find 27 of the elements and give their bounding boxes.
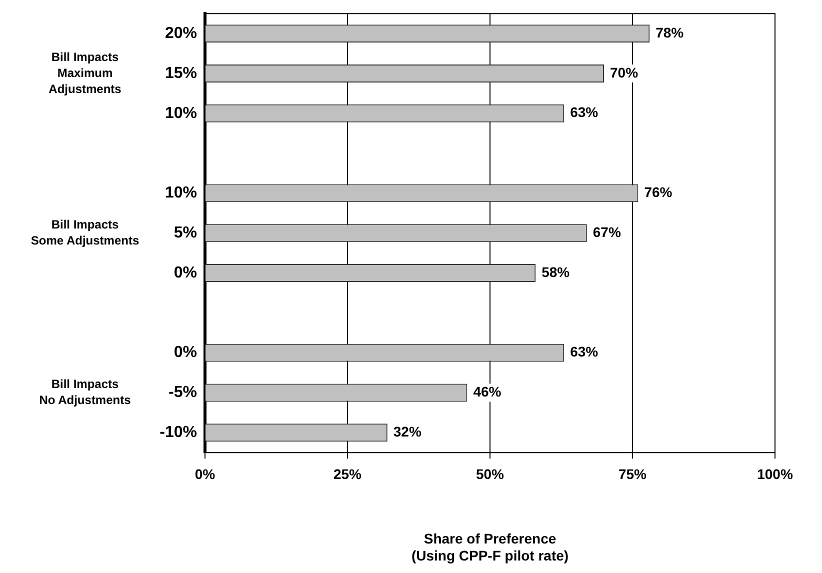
y-tick-label: 5%	[174, 224, 197, 242]
y-tick-label: 10%	[164, 184, 197, 202]
data-label: 67%	[592, 224, 622, 240]
x-axis-title: Share of Preference (Using CPP-F pilot rate)	[411, 530, 569, 564]
data-label: 78%	[656, 24, 684, 40]
data-label: 76%	[644, 184, 673, 200]
y-tick-label: 20%	[164, 24, 197, 42]
y-tick-label: 0%	[174, 344, 197, 362]
y-tick-label: 0%	[174, 264, 197, 282]
data-label: 63%	[570, 104, 599, 120]
x-tick-label: 0%	[194, 466, 216, 482]
y-tick-label: 15%	[164, 64, 197, 82]
y-tick-label: -5%	[168, 384, 197, 402]
y-tick-label: 10%	[164, 104, 197, 122]
y-tick-label: -10%	[160, 424, 197, 442]
data-label: 32%	[393, 424, 422, 440]
x-tick-label: 75%	[618, 466, 648, 482]
data-label: 70%	[610, 64, 639, 80]
text: Bill Impacts No Adjustments	[39, 377, 132, 408]
data-label: 46%	[473, 384, 502, 400]
text: Bill Impacts Some Adjustments	[30, 217, 140, 248]
x-tick-label: 25%	[333, 466, 362, 482]
text: Bill Impacts Maximum Adjustments	[48, 50, 122, 96]
data-label: 63%	[570, 344, 599, 360]
x-tick-label: 50%	[476, 466, 505, 482]
x-tick-label: 100%	[757, 466, 794, 482]
data-label: 58%	[542, 264, 570, 280]
